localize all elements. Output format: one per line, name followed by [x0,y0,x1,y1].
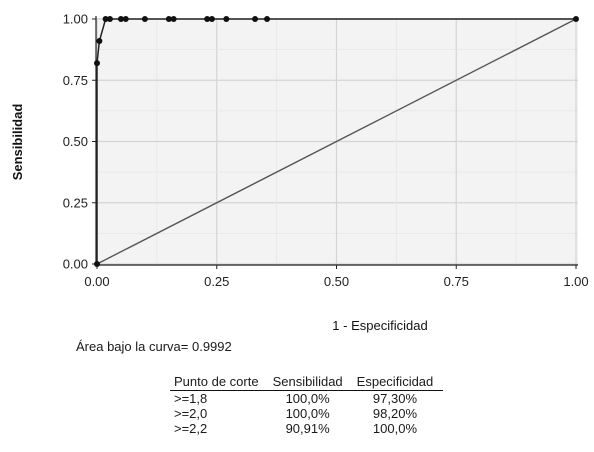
x-tick-label: 1.00 [563,274,588,289]
header-specificity: Especificidad [352,374,444,391]
roc-point [170,16,177,22]
table-header-row: Punto de corte Sensibilidad Especificida… [170,374,444,391]
cell-cutoff: >=2,0 [174,406,208,421]
cell-cutoff: >=1,8 [174,391,208,406]
table-row: >=2,2 90,91% 100,0% [170,421,443,436]
roc-point [208,16,215,22]
roc-point [165,16,172,22]
cell-specificity: 97,30% [372,391,418,406]
x-tick-label: 0.25 [204,274,229,289]
roc-point [264,16,271,22]
y-tick-label: 1.00 [63,12,88,27]
y-tick-label: 0.50 [63,134,88,149]
x-tick-label: 0.50 [324,274,349,289]
cutoff-table: Punto de corte Sensibilidad Especificida… [170,374,444,436]
cell-sensitivity: 100,0% [285,391,330,406]
cell-specificity: 100,0% [372,421,418,436]
roc-point [122,16,129,22]
y-tick-label: 0.25 [63,195,88,210]
series-layer [94,16,579,267]
header-cutoff: Punto de corte [170,374,269,391]
y-axis-title: Sensibilidad [10,104,25,181]
y-tick-label: 0.00 [63,257,88,272]
reference-diagonal-line [96,18,577,265]
roc-curve-line [96,18,576,264]
table-row: >=2,0 100,0% 98,20% [170,406,443,421]
auc-label: Área bajo la curva= 0.9992 [76,339,232,354]
axes: 0.00 0.25 0.50 0.75 1.00 0.00 0.25 0.50 0.75 1.00 [63,12,589,290]
x-tick-label: 0.75 [444,274,469,289]
cell-cutoff: >=2,2 [174,421,208,436]
table-row: >=1,8 100,0% 97,30% [170,391,443,407]
roc-point [94,261,100,267]
roc-point [96,38,103,45]
roc-point [204,16,211,22]
roc-point [94,60,100,67]
header-sensitivity: Sensibilidad [268,374,353,391]
cell-sensitivity: 100,0% [285,406,330,421]
roc-point [141,16,148,22]
x-axis-title: 1 - Especificidad [332,318,427,333]
cell-sensitivity: 90,91% [285,421,330,436]
roc-point [117,16,124,22]
roc-point [106,16,113,22]
x-tick-label: 0.00 [84,274,109,289]
y-tick-label: 0.75 [63,73,88,88]
cell-specificity: 98,20% [372,406,418,421]
roc-point [573,16,579,22]
roc-chart: 0.00 0.25 0.50 0.75 1.00 0.00 0.25 0.50 0.75 1.00… [10,12,589,334]
roc-point [223,16,230,22]
roc-point [252,16,259,22]
roc-point [102,16,109,22]
